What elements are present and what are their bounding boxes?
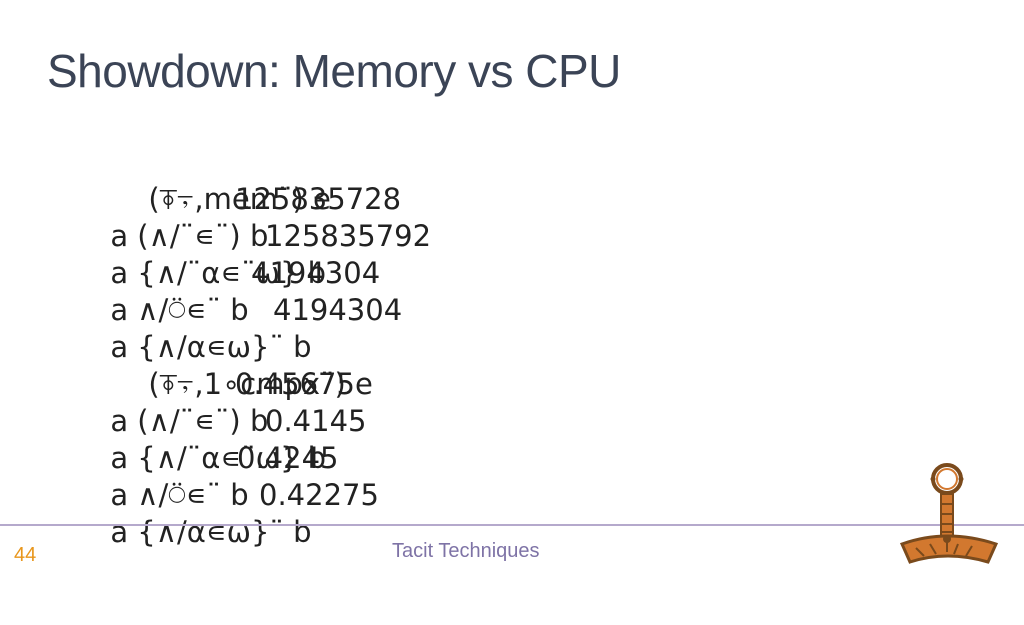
code-row: a {∧/¨⍺∊¨⍵} b 0.4145 [55,403,373,475]
code-expression: (⍕⍪,mem¨) e [148,182,331,216]
code-result: 125835792 [265,219,432,253]
memory-header: (⍕⍪,mem¨) e [55,144,373,216]
code-row: a {∧/¨⍺∊¨⍵} b 125835792 [55,218,431,290]
code-expression: a ∧/⍥∊¨ b [110,478,249,512]
footer-text: Tacit Techniques [392,540,540,562]
code-result: 4194304 [273,293,403,327]
code-result: 4194304 [251,256,381,290]
amulet-logo-icon [899,463,999,564]
code-result: 0.45675 [235,367,355,401]
code-result: 0.4245 [237,441,339,475]
code-result: 0.4145 [265,404,367,438]
code-block: (⍕⍪,mem¨) e a (∧/¨∊¨) b 125835728 a {∧/¨… [55,144,431,549]
code-expression: (⍕⍪,1∘cmpx¨) e [148,367,373,401]
page-number: 44 [14,544,37,566]
code-expression: a (∧/¨∊¨) b [110,219,269,253]
code-expression: a {∧/¨⍺∊¨⍵} b [110,256,327,290]
code-row: a ∧/⍥∊¨ b 4194304 [55,255,380,327]
code-expression: a ∧/⍥∊¨ b [110,293,249,327]
code-row: a {∧/⍺∊⍵}¨ b 0.42275 [55,477,379,549]
code-row: a ∧/⍥∊¨ b 0.4245 [55,440,373,512]
code-row: a {∧/⍺∊⍵}¨ b 4194304 [55,292,402,364]
code-row: a (∧/¨∊¨) b 125835728 [55,181,401,253]
cpu-header: (⍕⍪,1∘cmpx¨) e [55,329,373,401]
code-expression: a {∧/¨⍺∊¨⍵} b [110,441,327,475]
code-expression: a (∧/¨∊¨) b [110,404,269,438]
code-result: 125835728 [235,182,402,216]
slide-title: Showdown: Memory vs CPU [47,45,621,97]
code-expression: a {∧/⍺∊⍵}¨ b [110,515,312,549]
footer-divider [0,524,1024,526]
code-result: 0.42275 [259,478,379,512]
code-expression: a {∧/⍺∊⍵}¨ b [110,330,312,364]
code-row: a (∧/¨∊¨) b 0.45675 [55,366,373,438]
slide: Showdown: Memory vs CPU (⍕⍪,mem¨) e a (∧… [0,45,1024,566]
